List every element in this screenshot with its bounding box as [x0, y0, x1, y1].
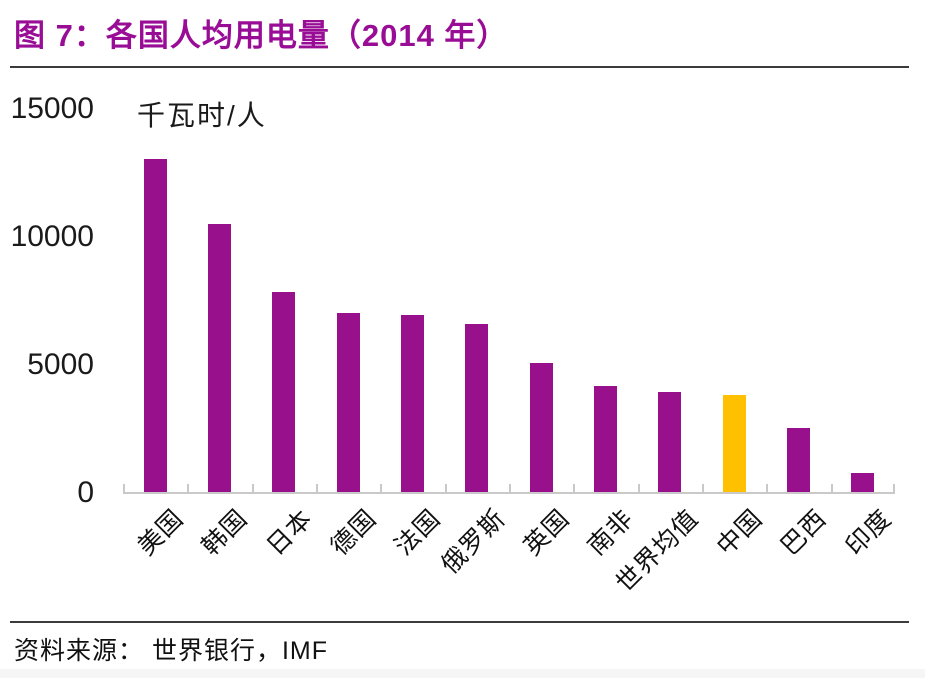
x-axis-label: 中国 [711, 504, 769, 561]
x-axis-label: 巴西 [775, 504, 833, 561]
chart-bar [594, 386, 617, 492]
x-axis-tick [702, 484, 704, 492]
x-axis-tick [380, 484, 382, 492]
x-axis-label: 美国 [132, 504, 190, 561]
x-axis-tick [445, 484, 447, 492]
footer-divider-line [10, 621, 909, 623]
x-axis-label: 印度 [840, 504, 898, 561]
x-axis-label: 英国 [518, 504, 576, 561]
x-axis-label: 日本 [261, 504, 319, 561]
x-axis-tick [893, 484, 895, 492]
chart-bar [529, 363, 553, 492]
chart-bar [722, 395, 746, 492]
x-axis-label: 德国 [325, 504, 383, 561]
x-axis-tick [766, 484, 768, 492]
x-axis-tick [831, 484, 833, 492]
chart-bar [336, 313, 360, 492]
chart-bar [208, 224, 231, 492]
chart-bar [272, 292, 296, 492]
chart-bar [401, 315, 424, 492]
chart-bar [658, 392, 682, 492]
chart-bar [143, 159, 167, 492]
y-axis-tick-label: 15000 [10, 92, 94, 125]
chart-bar [465, 324, 489, 492]
y-axis-tick-label: 10000 [10, 220, 94, 253]
x-axis-tick [252, 484, 254, 492]
chart-bar [787, 428, 810, 492]
chart-title: 图 7：各国人均用电量（2014 年） [14, 18, 509, 53]
plot-area [123, 108, 895, 494]
x-axis-label: 俄罗斯 [436, 504, 512, 580]
page-bottom-strip [0, 669, 925, 678]
x-axis-tick [316, 484, 318, 492]
title-divider-line [10, 66, 909, 68]
x-axis-label: 韩国 [196, 504, 254, 561]
x-axis-tick [187, 484, 189, 492]
x-axis-tick [573, 484, 575, 492]
x-axis-tick [638, 484, 640, 492]
source-note: 资料来源： 世界银行，IMF [14, 637, 328, 665]
y-axis-unit-label: 千瓦时/人 [137, 100, 267, 131]
y-axis-tick-label: 5000 [27, 348, 94, 381]
x-axis-tick [123, 484, 125, 492]
chart-bar [851, 473, 875, 492]
x-axis-tick [509, 484, 511, 492]
y-axis-tick-label: 0 [77, 476, 94, 509]
